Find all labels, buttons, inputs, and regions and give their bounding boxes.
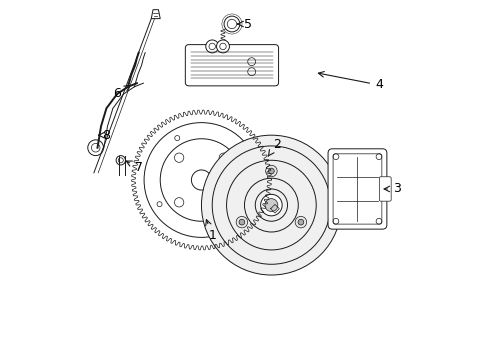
FancyBboxPatch shape <box>185 45 278 86</box>
Circle shape <box>216 40 229 53</box>
Circle shape <box>265 165 277 177</box>
Text: 5: 5 <box>237 18 252 31</box>
Text: 8: 8 <box>99 129 110 142</box>
FancyBboxPatch shape <box>379 177 390 201</box>
Text: 6: 6 <box>113 85 130 100</box>
Circle shape <box>295 216 306 228</box>
Circle shape <box>201 135 341 275</box>
Circle shape <box>297 219 303 225</box>
Circle shape <box>260 194 282 216</box>
Text: 1: 1 <box>205 220 216 242</box>
Text: 7: 7 <box>126 161 142 174</box>
Circle shape <box>268 168 274 174</box>
Circle shape <box>236 216 247 228</box>
Circle shape <box>224 16 239 32</box>
Circle shape <box>264 199 277 212</box>
Text: 4: 4 <box>318 72 382 91</box>
Circle shape <box>239 219 244 225</box>
Text: 3: 3 <box>383 183 400 195</box>
Text: 2: 2 <box>268 138 280 156</box>
FancyBboxPatch shape <box>327 149 386 229</box>
Circle shape <box>205 40 218 53</box>
Polygon shape <box>151 10 160 19</box>
Circle shape <box>116 156 125 165</box>
Circle shape <box>88 140 103 156</box>
